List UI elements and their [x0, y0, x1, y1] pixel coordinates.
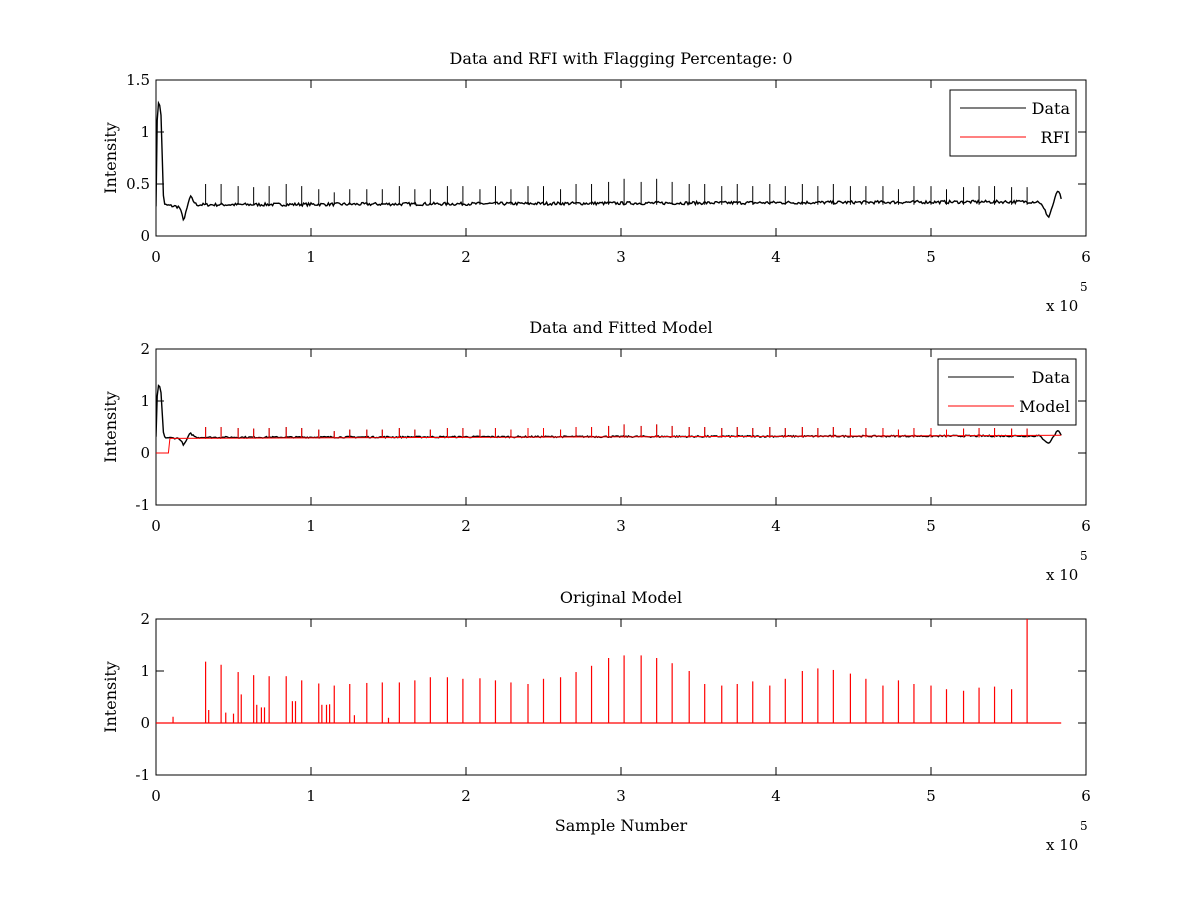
x-tick-label: 1 — [306, 787, 316, 805]
y-tick-label: 0.5 — [126, 175, 150, 193]
legend-label: Data — [1032, 99, 1071, 118]
x-tick-label: 4 — [771, 248, 781, 266]
y-tick-label: -1 — [135, 496, 150, 514]
x-tick-label: 5 — [926, 248, 936, 266]
plot-area — [156, 384, 1062, 454]
x-tick-label: 2 — [461, 787, 471, 805]
axes-frame — [155, 348, 1087, 506]
legend-label: RFI — [1041, 128, 1070, 147]
y-tick-label: 2 — [140, 610, 150, 628]
y-tick-label: 1 — [140, 123, 150, 141]
y-axis-label: Intensity — [101, 391, 120, 463]
y-tick-label: 0 — [140, 227, 150, 245]
y-axis-label: Intensity — [101, 122, 120, 194]
x-tick-label: 3 — [616, 517, 626, 535]
y-tick-label: 1 — [140, 392, 150, 410]
y-tick-label: 0 — [140, 444, 150, 462]
x-tick-label: 5 — [926, 787, 936, 805]
axes-frame — [155, 79, 1087, 237]
chart-title: Original Model — [560, 588, 682, 607]
chart-title: Data and Fitted Model — [529, 318, 712, 337]
x-tick-label: 1 — [306, 248, 316, 266]
chart-title: Data and RFI with Flagging Percentage: 0 — [449, 49, 792, 68]
series-model-line — [156, 434, 1062, 454]
x-tick-label: 3 — [616, 248, 626, 266]
x-tick-label: 0 — [151, 248, 161, 266]
x-tick-label: 5 — [926, 517, 936, 535]
y-tick-label: -1 — [135, 766, 150, 784]
x-tick-label: 1 — [306, 517, 316, 535]
x-multiplier-exponent: 5 — [1080, 280, 1088, 294]
x-tick-label: 2 — [461, 248, 471, 266]
y-axis-label: Intensity — [101, 661, 120, 733]
x-multiplier-exponent: 5 — [1080, 819, 1088, 833]
x-tick-label: 0 — [151, 517, 161, 535]
x-tick-label: 6 — [1081, 787, 1091, 805]
x-tick-label: 0 — [151, 787, 161, 805]
y-tick-label: 1 — [140, 662, 150, 680]
x-multiplier-exponent: 5 — [1080, 549, 1088, 563]
x-tick-label: 3 — [616, 787, 626, 805]
plot-area — [156, 100, 1062, 222]
x-tick-label: 4 — [771, 787, 781, 805]
legend-label: Data — [1032, 368, 1071, 387]
x-tick-label: 2 — [461, 517, 471, 535]
legend-box — [949, 89, 1077, 157]
x-tick-label: 6 — [1081, 517, 1091, 535]
legend: Data RFI — [949, 89, 1077, 157]
x-tick-label: 6 — [1081, 248, 1091, 266]
x-tick-label: 4 — [771, 517, 781, 535]
legend-box — [937, 358, 1077, 426]
y-tick-label: 2 — [140, 340, 150, 358]
x-multiplier: x 10 — [1046, 566, 1078, 584]
x-multiplier: x 10 — [1046, 836, 1078, 854]
legend-label: Model — [1019, 397, 1070, 416]
plot-area — [156, 619, 1062, 724]
subplot-1: Data and RFI with Flagging Percentage: 0… — [101, 49, 1091, 315]
y-tick-label: 1.5 — [126, 71, 150, 89]
legend: Data Model — [937, 358, 1077, 426]
x-multiplier: x 10 — [1046, 297, 1078, 315]
x-axis-label: Sample Number — [555, 816, 688, 835]
y-tick-label: 0 — [140, 714, 150, 732]
